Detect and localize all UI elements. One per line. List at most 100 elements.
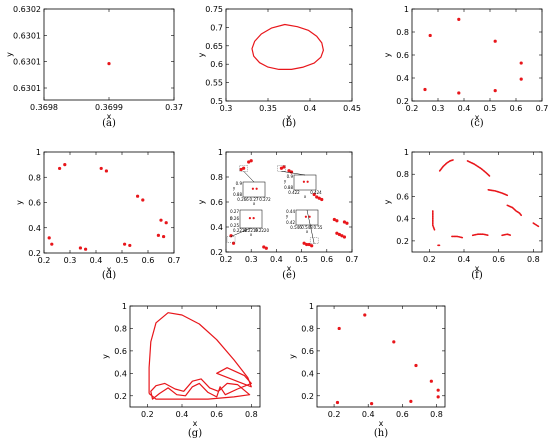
x-tick-label: 0.2: [423, 255, 436, 264]
x-tick-label: 0.8: [245, 410, 258, 419]
x-axis-label: x: [107, 112, 112, 121]
panel-caption: (h): [374, 428, 388, 439]
x-tick-label: 0.2: [38, 256, 51, 265]
panel-6: 0.2 0.4 0.6 0.8 0.2 0.4 0.6 0.8 1 x y (g): [101, 302, 261, 439]
attractor-segment: [532, 222, 540, 228]
data-point: [370, 402, 374, 406]
y-axis-label: y: [383, 199, 392, 204]
x-tick-label: 0.5: [295, 255, 308, 264]
x-tick-label: 0.6: [396, 410, 409, 419]
inset-x-tick-label: 0.266: [237, 197, 249, 202]
data-point: [242, 166, 246, 170]
data-point: [239, 167, 243, 172]
inset-x-tick-label: 0.422: [288, 190, 300, 195]
x-tick-label: 0.5: [116, 256, 129, 265]
data-point: [493, 89, 497, 93]
x-axis-label: x: [475, 264, 480, 273]
y-axis-label: y: [383, 52, 392, 57]
panel-4: 0.2 0.3 0.4 0.5 0.6 0.7 0.2 0.4 0.6 0.8 1 x y (e) 0.26…: [197, 148, 358, 281]
series-line: [148, 312, 252, 400]
inset-point: [252, 217, 255, 220]
x-tick-label: 0.4: [90, 256, 103, 265]
inset-1: 0.422 0.424 0.9 0.88 x y: [277, 165, 322, 199]
attractor-segment: [438, 159, 455, 172]
series-line: [251, 23, 324, 70]
y-tick-label: 0.6: [301, 347, 314, 356]
data-point: [345, 221, 349, 225]
inset-y-tick-label: 0.44: [286, 209, 295, 214]
x-tick-label: 0.2: [406, 104, 419, 113]
x-tick-label: 0.37: [165, 103, 183, 112]
attractor-segment: [487, 189, 509, 197]
data-point: [342, 235, 347, 239]
y-tick-label: 1: [404, 148, 409, 157]
data-point: [312, 192, 316, 197]
data-point: [337, 326, 341, 331]
y-tick-label: 0.2: [396, 97, 409, 106]
x-tick-label: 0.4: [362, 410, 375, 419]
x-tick-label: 0.3: [245, 255, 258, 264]
y-tick-label: 0.6301: [13, 58, 41, 67]
inset-point: [255, 187, 258, 190]
x-tick-label: 0.7: [168, 256, 181, 265]
y-tick-label: 0.6301: [13, 84, 41, 93]
inset-x-label: x: [306, 229, 309, 234]
panel-caption: (c): [470, 118, 484, 129]
attractor-segment: [471, 233, 490, 237]
data-point: [58, 166, 62, 171]
data-point: [262, 245, 266, 249]
data-point: [136, 194, 140, 198]
data-point: [337, 232, 341, 237]
attractor-segment: [466, 160, 491, 178]
data-point: [335, 231, 339, 235]
x-axis-label: x: [107, 265, 112, 274]
attractor-segment: [432, 210, 436, 231]
x-tick-label: 0.6: [210, 410, 223, 419]
y-tick-label: 0.2: [114, 392, 127, 401]
data-point: [335, 219, 339, 223]
data-point: [457, 17, 461, 21]
inset-y-tick-label: 0.42: [286, 220, 295, 225]
panel-2: 0.2 0.3 0.4 0.5 0.6 0.7 0.2 0.4 0.6 0.8 1 x y (c): [383, 5, 548, 129]
data-point: [429, 379, 433, 383]
x-tick-label: 0.2: [141, 410, 154, 419]
inset-x-tick-label: 0.548: [301, 225, 313, 230]
x-tick-label: 0.3: [64, 256, 77, 265]
inset-x-tick-label: 0.2219: [244, 228, 258, 233]
data-point: [63, 163, 67, 167]
data-point: [457, 91, 461, 95]
plot-frame: [316, 305, 446, 408]
y-tick-label: 1: [309, 302, 314, 311]
inset-frame: [293, 174, 317, 191]
inset-x-label: x: [253, 201, 256, 206]
y-tick-label: 0.8: [210, 173, 223, 182]
inset-y-tick-label: 0.27: [230, 209, 239, 214]
panel-caption: (b): [282, 118, 296, 129]
inset-x-tick-label: 0.55: [314, 225, 323, 230]
inset-point: [302, 180, 305, 183]
inset-point: [248, 217, 251, 220]
panel-caption: (e): [282, 270, 296, 281]
x-tick-label: 0.6: [492, 255, 505, 264]
data-point: [279, 166, 284, 170]
data-point: [84, 247, 88, 251]
y-tick-label: 0.7: [210, 23, 223, 32]
inset-point: [304, 215, 307, 218]
y-tick-label: 0.8: [396, 28, 409, 37]
y-tick-label: 1: [218, 148, 223, 157]
data-point: [249, 159, 253, 163]
y-tick-label: 0.4: [396, 74, 409, 83]
y-tick-label: 0.6: [28, 199, 41, 208]
y-tick-label: 0.4: [396, 215, 409, 224]
inset-frame: [239, 209, 263, 229]
x-tick-label: 0.4: [458, 104, 471, 113]
inset-x-tick-label: 0.27: [250, 197, 259, 202]
y-tick-label: 0.2: [28, 249, 41, 258]
y-tick-label: 0.4: [28, 224, 41, 233]
x-tick-label: 0.3: [220, 104, 233, 113]
inset-x-tick-label: 0.2220: [255, 228, 269, 233]
inset-x-tick-label: 0.2218: [233, 228, 247, 233]
plot-frame: [43, 151, 175, 254]
panel-5: 0.2 0.4 0.6 0.8 0.2 0.4 0.6 0.8 1 x y (f): [383, 148, 543, 281]
